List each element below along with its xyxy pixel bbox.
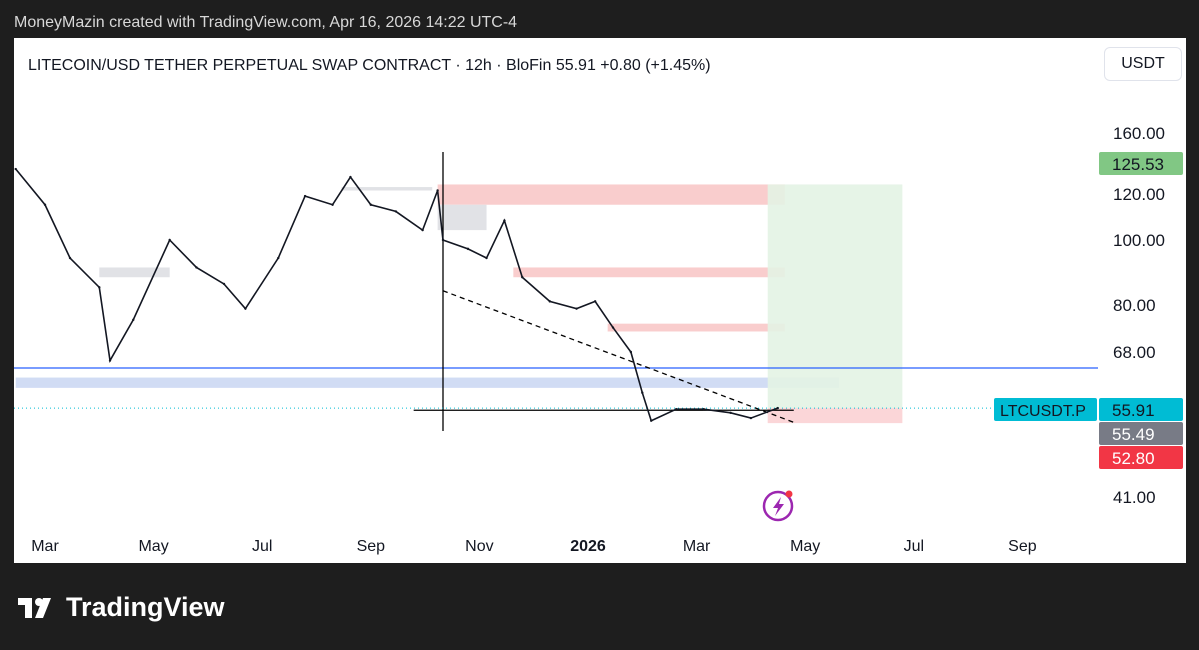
notification-dot	[785, 490, 793, 498]
range-zone	[15, 377, 840, 388]
x-tick-label: Mar	[31, 538, 59, 555]
price-point	[641, 391, 644, 394]
price-point	[575, 307, 578, 310]
price-point	[593, 300, 597, 303]
price-label-bg	[1099, 398, 1183, 421]
price-label-bg	[1099, 422, 1183, 445]
price-point	[369, 203, 372, 206]
price-point	[629, 350, 633, 354]
price-point	[749, 416, 753, 420]
price-point	[108, 359, 112, 362]
price-label: 55.91	[1112, 401, 1155, 420]
supply-zone	[437, 184, 785, 205]
price-point	[421, 228, 424, 232]
y-tick-label: 80.00	[1113, 296, 1156, 315]
price-point	[244, 307, 247, 310]
supply-zone	[513, 267, 785, 278]
y-tick-label: 100.00	[1113, 231, 1165, 250]
price-point	[485, 256, 488, 260]
price-point	[394, 210, 398, 213]
tradingview-logo-icon	[18, 597, 51, 618]
price-label: 52.80	[1112, 449, 1155, 468]
price-point	[466, 247, 470, 251]
price-label: 55.49	[1112, 425, 1155, 444]
price-point	[98, 286, 101, 289]
x-tick-label: Mar	[683, 538, 711, 555]
price-point	[729, 411, 732, 415]
price-point	[43, 203, 47, 206]
x-tick-label: Sep	[357, 538, 386, 555]
price-point	[650, 419, 653, 422]
y-tick-label: 68.00	[1113, 343, 1156, 362]
chart-title: LITECOIN/USD TETHER PERPETUAL SWAP CONTR…	[28, 57, 711, 74]
price-point	[611, 326, 615, 329]
credit-text: MoneyMazin created with TradingView.com,…	[14, 14, 518, 31]
price-point	[303, 194, 307, 198]
y-tick-label: 41.00	[1113, 488, 1156, 507]
x-tick-label: May	[790, 538, 820, 555]
price-point	[277, 256, 280, 260]
price-point	[68, 256, 72, 260]
y-tick-label: 120.00	[1113, 185, 1165, 204]
x-tick-label: Nov	[465, 538, 493, 555]
price-point	[548, 300, 551, 303]
price-point	[168, 238, 171, 242]
price-point	[675, 407, 678, 411]
x-tick-label: Jul	[252, 538, 272, 555]
price-point	[441, 238, 445, 242]
price-point	[436, 189, 439, 192]
gray-zone	[437, 204, 487, 231]
gray-zone	[341, 187, 433, 191]
price-point	[331, 203, 334, 206]
x-tick-label: Sep	[1008, 538, 1037, 555]
y-tick-label: 160.00	[1113, 124, 1165, 143]
price-point	[14, 167, 17, 171]
symbol-tag-bg	[994, 398, 1097, 421]
price-label-bg	[1099, 152, 1183, 175]
x-tick-label: May	[138, 538, 168, 555]
gray-zone	[99, 267, 170, 278]
price-point	[521, 276, 524, 279]
price-point	[132, 318, 135, 322]
price-point	[349, 175, 352, 179]
symbol-tag: LTCUSDT.P	[1000, 403, 1086, 420]
tradingview-logo: TradingView	[18, 592, 225, 623]
brand-name: TradingView	[66, 592, 225, 622]
lightning-bolt-icon	[773, 497, 784, 516]
price-point	[702, 407, 705, 411]
supply-zone	[607, 323, 785, 332]
trend-line	[442, 290, 794, 423]
price-point	[776, 406, 779, 410]
x-tick-label: 2026	[570, 538, 606, 555]
currency-button[interactable]: USDT	[1104, 47, 1182, 81]
lightning-icon	[762, 490, 794, 522]
chart-panel[interactable]: LITECOIN/USD TETHER PERPETUAL SWAP CONTR…	[14, 38, 1186, 563]
x-tick-label: Jul	[904, 538, 924, 555]
price-point	[503, 219, 506, 222]
price-point	[222, 282, 226, 286]
long-position-stop-zone	[767, 408, 903, 424]
long-position-target-zone	[767, 184, 903, 409]
price-point	[195, 266, 198, 269]
price-label-bg	[1099, 446, 1183, 469]
price-label: 125.53	[1112, 155, 1164, 174]
